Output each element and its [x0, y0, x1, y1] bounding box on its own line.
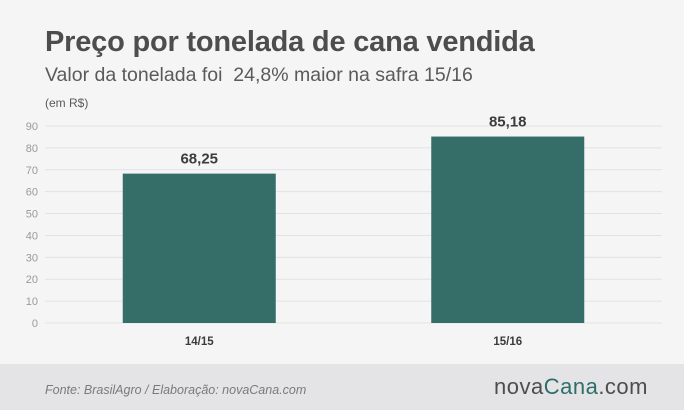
y-tick-label: 30: [26, 252, 38, 264]
y-tick-label: 70: [26, 165, 38, 177]
logo-text-nova: nova: [494, 374, 544, 399]
chart-subtitle: Valor da tonelada foi 24,8% maior na saf…: [45, 64, 473, 86]
x-tick-label: 14/15: [185, 336, 214, 348]
bar-value-label: 68,25: [180, 151, 218, 168]
y-tick-label: 60: [26, 187, 38, 199]
novacana-logo: novaCana.com: [494, 374, 648, 400]
bar-value-label: 85,18: [489, 114, 527, 131]
source-note: Fonte: BrasilAgro / Elaboração: novaCana…: [45, 383, 307, 397]
chart-title: Preço por tonelada de cana vendida: [45, 26, 535, 58]
y-tick-label: 40: [26, 230, 38, 242]
logo-text-cana: Cana: [543, 374, 599, 399]
y-axis-unit-label: (em R$): [45, 96, 89, 110]
y-tick-label: 90: [26, 121, 38, 133]
bar: [431, 136, 585, 323]
logo-text-com: .com: [598, 374, 648, 399]
bar: [122, 173, 276, 323]
y-tick-label: 10: [26, 296, 38, 308]
y-tick-label: 20: [26, 274, 38, 286]
bar-chart: 0 10 20 30 40 50 60 70 80 90 68,25 14/15 85,18 15/16: [26, 114, 662, 348]
y-tick-label: 0: [32, 318, 38, 330]
x-tick-label: 15/16: [493, 336, 522, 348]
footer: Fonte: BrasilAgro / Elaboração: novaCana…: [0, 364, 684, 410]
y-tick-label: 50: [26, 209, 38, 221]
y-tick-label: 80: [26, 143, 38, 155]
